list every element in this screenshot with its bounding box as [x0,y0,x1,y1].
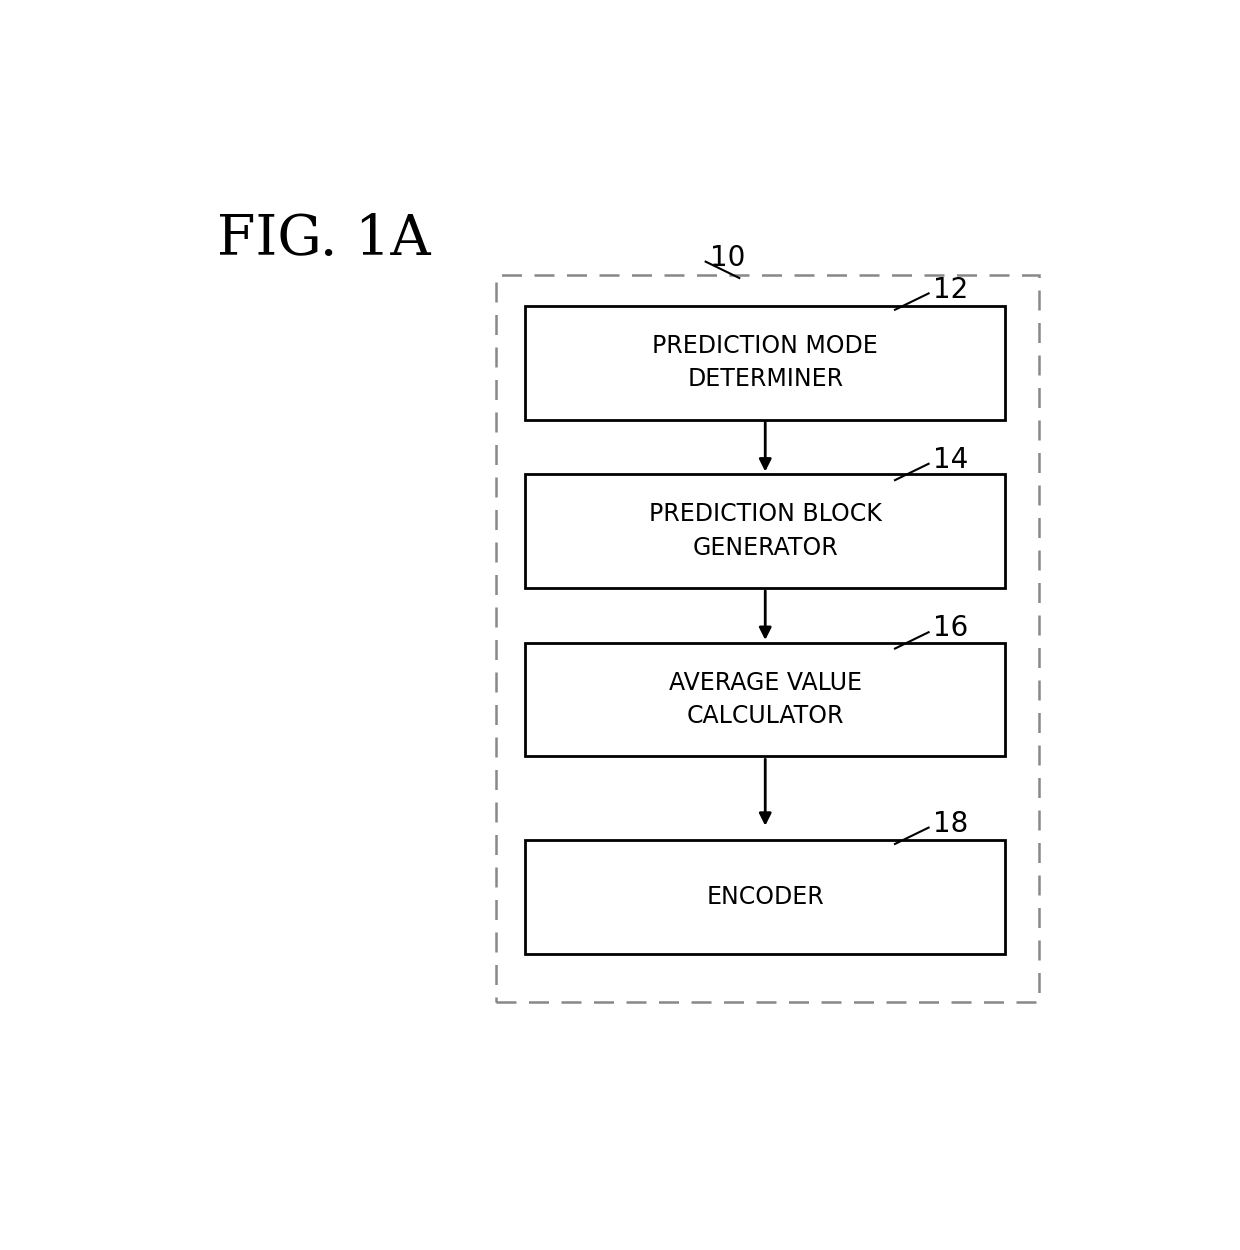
Text: ENCODER: ENCODER [707,885,825,909]
Bar [496,275,1039,1001]
Text: PREDICTION MODE
DETERMINER: PREDICTION MODE DETERMINER [652,334,878,391]
Text: 18: 18 [934,810,968,838]
Text: AVERAGE VALUE
CALCULATOR: AVERAGE VALUE CALCULATOR [668,671,862,729]
Text: 14: 14 [934,446,968,474]
Text: FIG. 1A: FIG. 1A [217,213,432,268]
Text: 12: 12 [934,275,968,304]
Bar [525,642,1006,756]
Text: 10: 10 [711,244,745,271]
Text: 16: 16 [934,614,968,642]
Bar [525,840,1006,954]
Bar [525,474,1006,588]
Text: PREDICTION BLOCK
GENERATOR: PREDICTION BLOCK GENERATOR [649,503,882,560]
Bar [525,306,1006,420]
